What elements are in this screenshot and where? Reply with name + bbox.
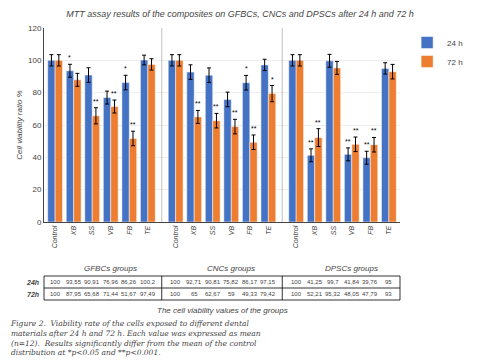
svg-text:TE: TE xyxy=(144,225,151,234)
svg-text:**: ** xyxy=(251,125,257,132)
svg-text:**: ** xyxy=(371,127,377,134)
svg-text:XB: XB xyxy=(70,225,77,236)
svg-text:**: ** xyxy=(353,127,359,134)
svg-text:*: * xyxy=(124,65,127,72)
svg-text:GFBCs groups: GFBCs groups xyxy=(84,264,137,273)
svg-text:52,21: 52,21 xyxy=(307,291,323,297)
svg-text:80: 80 xyxy=(32,88,41,97)
svg-text:48,05: 48,05 xyxy=(344,291,360,297)
svg-text:VB: VB xyxy=(228,225,235,235)
svg-text:*: * xyxy=(68,54,71,61)
svg-text:87,95: 87,95 xyxy=(66,291,82,297)
svg-text:90,81: 90,81 xyxy=(205,279,221,285)
svg-text:100: 100 xyxy=(291,291,302,297)
svg-text:**: ** xyxy=(111,90,117,97)
svg-text:95,32: 95,32 xyxy=(325,291,341,297)
svg-text:100: 100 xyxy=(170,279,181,285)
svg-text:Figure 2. Viability rate of t: Figure 2. Viability rate of the cells ex… xyxy=(10,319,261,357)
svg-text:59: 59 xyxy=(228,291,235,297)
svg-text:100: 100 xyxy=(28,56,42,65)
svg-text:93,55: 93,55 xyxy=(66,279,82,285)
svg-text:97,15: 97,15 xyxy=(260,279,276,285)
svg-text:100: 100 xyxy=(291,279,302,285)
svg-text:Control: Control xyxy=(51,225,58,248)
svg-text:24 h: 24 h xyxy=(447,39,463,48)
svg-text:76,96: 76,96 xyxy=(103,279,119,285)
svg-text:CNCs groups: CNCs groups xyxy=(207,264,255,273)
svg-text:Control: Control xyxy=(292,225,299,248)
svg-text:47,79: 47,79 xyxy=(362,291,378,297)
svg-text:97,49: 97,49 xyxy=(140,291,156,297)
svg-text:120: 120 xyxy=(28,24,42,33)
svg-text:SS: SS xyxy=(209,225,216,235)
svg-text:39,76: 39,76 xyxy=(362,279,378,285)
svg-text:72 h: 72 h xyxy=(447,58,463,67)
svg-text:VB: VB xyxy=(107,225,114,235)
svg-text:Control: Control xyxy=(172,225,179,248)
svg-text:62,67: 62,67 xyxy=(205,291,221,297)
svg-text:40: 40 xyxy=(32,153,41,162)
svg-text:**: ** xyxy=(345,138,351,145)
svg-text:**: ** xyxy=(364,141,370,148)
svg-text:DPSCs groups: DPSCs groups xyxy=(325,264,378,273)
svg-text:65,68: 65,68 xyxy=(84,291,100,297)
svg-text:Cell viability ratio %: Cell viability ratio % xyxy=(15,90,24,159)
svg-text:FB: FB xyxy=(126,225,133,234)
svg-text:SS: SS xyxy=(88,225,95,235)
svg-text:**: ** xyxy=(308,139,314,146)
svg-text:TE: TE xyxy=(385,225,392,234)
svg-text:XB: XB xyxy=(190,225,197,236)
svg-text:41,25: 41,25 xyxy=(307,279,323,285)
svg-text:86,17: 86,17 xyxy=(242,279,258,285)
svg-text:100,2: 100,2 xyxy=(140,279,156,285)
svg-text:100: 100 xyxy=(50,291,61,297)
svg-text:100: 100 xyxy=(170,291,181,297)
svg-text:FB: FB xyxy=(367,225,374,234)
svg-text:20: 20 xyxy=(32,185,41,194)
svg-text:100: 100 xyxy=(50,279,61,285)
svg-text:71,44: 71,44 xyxy=(103,291,119,297)
svg-text:41,84: 41,84 xyxy=(344,279,360,285)
svg-text:**: ** xyxy=(213,103,219,110)
svg-text:72h: 72h xyxy=(27,291,39,298)
svg-text:86,26: 86,26 xyxy=(121,279,137,285)
svg-text:**: ** xyxy=(315,119,321,126)
svg-text:95: 95 xyxy=(385,279,392,285)
svg-text:93: 93 xyxy=(385,291,392,297)
svg-text:**: ** xyxy=(130,121,136,128)
svg-text:TE: TE xyxy=(265,225,272,234)
svg-text:75,82: 75,82 xyxy=(223,279,239,285)
svg-text:SS: SS xyxy=(330,225,337,235)
svg-text:**: ** xyxy=(232,109,238,116)
svg-text:79,42: 79,42 xyxy=(260,291,276,297)
svg-text:**: ** xyxy=(195,100,201,107)
svg-text:**: ** xyxy=(93,98,99,105)
svg-text:51,67: 51,67 xyxy=(121,291,137,297)
svg-text:49,33: 49,33 xyxy=(242,291,258,297)
svg-text:24h: 24h xyxy=(26,279,39,286)
svg-text:FB: FB xyxy=(246,225,253,234)
svg-text:92,71: 92,71 xyxy=(186,279,202,285)
svg-text:The cell viability values of t: The cell viability values of the groups xyxy=(157,306,288,315)
svg-text:XB: XB xyxy=(311,225,318,236)
svg-text:99,7: 99,7 xyxy=(327,279,339,285)
svg-text:90,91: 90,91 xyxy=(84,279,100,285)
svg-text:0: 0 xyxy=(37,218,42,227)
svg-text:65: 65 xyxy=(191,291,198,297)
svg-text:60: 60 xyxy=(32,121,41,130)
svg-text:*: * xyxy=(245,65,248,72)
svg-text:MTT assay results of the compo: MTT assay results of the composites on G… xyxy=(66,9,414,19)
svg-text:VB: VB xyxy=(348,225,355,235)
svg-text:*: * xyxy=(271,76,274,83)
